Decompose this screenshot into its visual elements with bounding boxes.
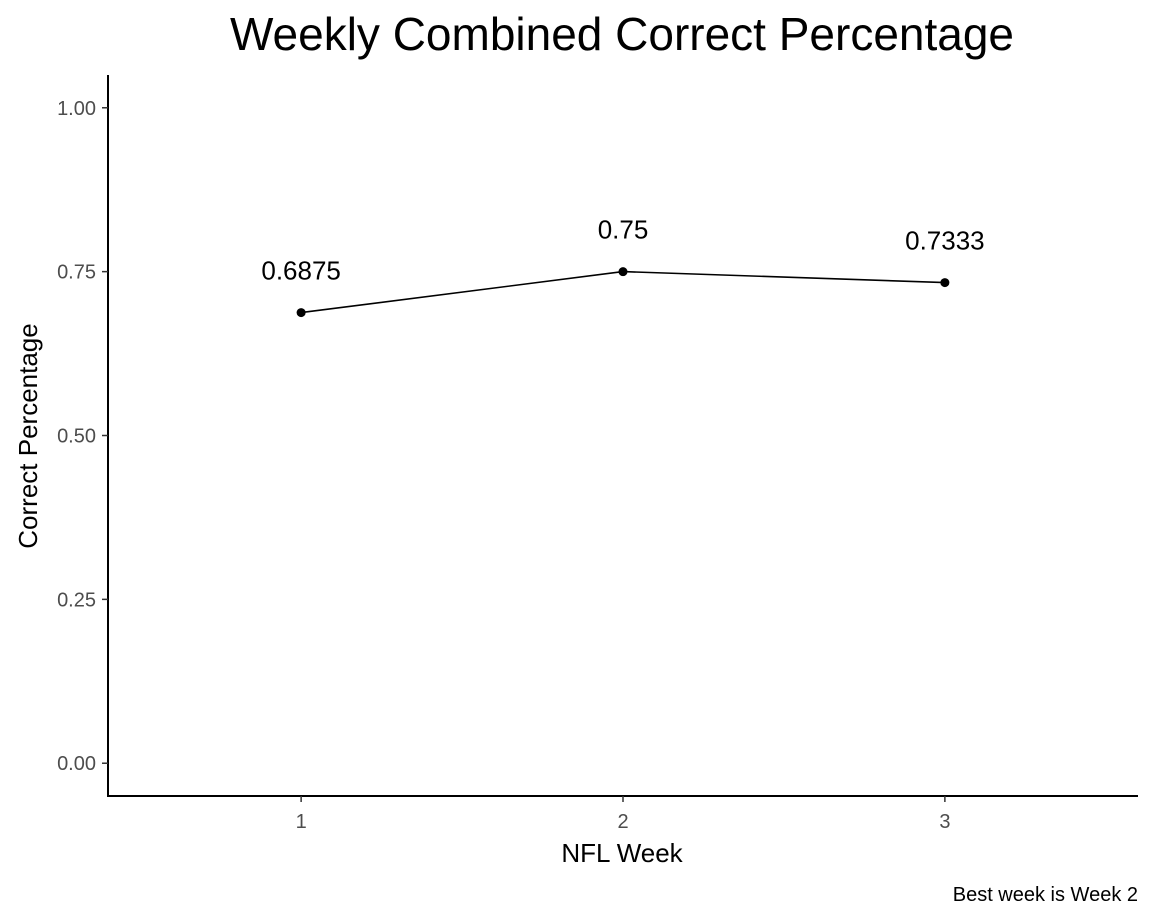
- y-tick-label: 0.25: [57, 589, 96, 611]
- data-points: [296, 267, 950, 318]
- x-tick-label: 3: [939, 811, 950, 833]
- data-point: [296, 308, 306, 318]
- data-point: [618, 267, 628, 277]
- series-line: [300, 270, 945, 314]
- chart-caption: Best week is Week 2: [953, 884, 1138, 906]
- y-axis-ticks: 0.00 0.25 0.50 0.75 1.00: [57, 98, 108, 775]
- y-tick-label: 0.75: [57, 262, 96, 284]
- y-tick-label: 0.00: [57, 753, 96, 775]
- data-labels: 0.6875 0.75 0.7333: [261, 215, 984, 286]
- data-label: 0.7333: [905, 226, 985, 256]
- chart-title: Weekly Combined Correct Percentage: [230, 8, 1014, 60]
- data-label: 0.75: [598, 215, 649, 245]
- data-point: [940, 278, 950, 288]
- y-tick-label: 0.50: [57, 426, 96, 448]
- data-label: 0.6875: [261, 256, 341, 286]
- x-tick-label: 1: [296, 811, 307, 833]
- x-tick-label: 2: [617, 811, 628, 833]
- x-axis-title: NFL Week: [561, 838, 683, 868]
- y-axis-title: Correct Percentage: [13, 323, 43, 548]
- y-tick-label: 1.00: [57, 98, 96, 120]
- x-axis-ticks: 1 2 3: [296, 796, 950, 833]
